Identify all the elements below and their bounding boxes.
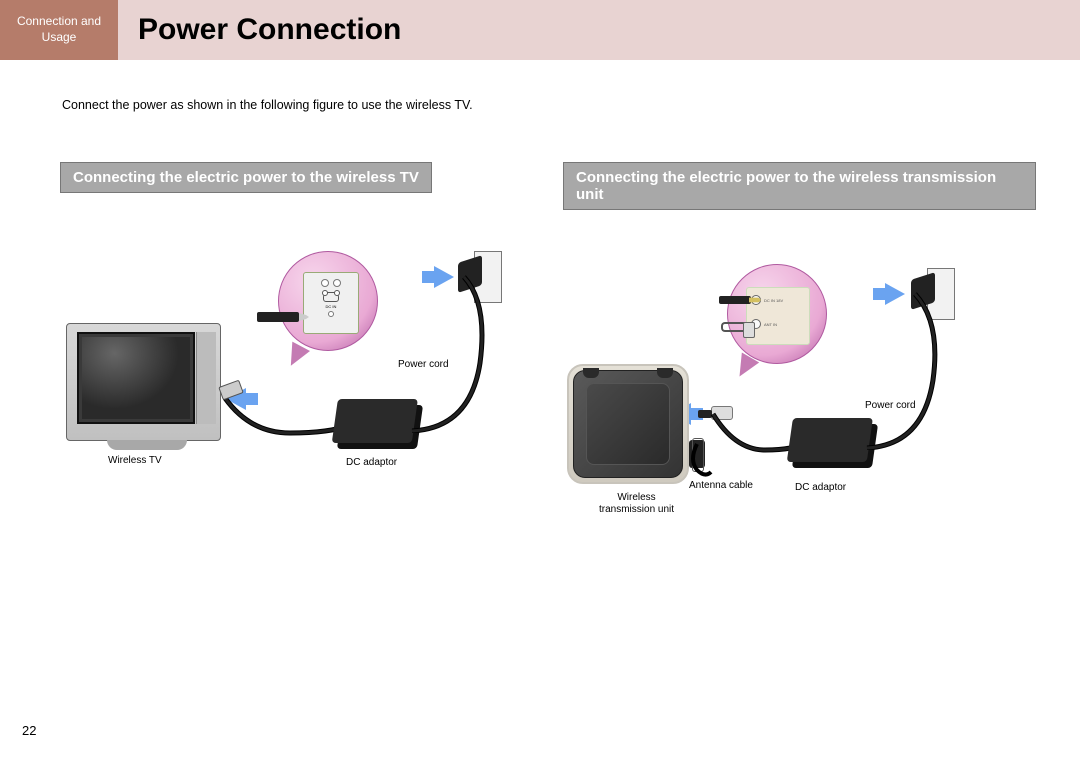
label-antenna: Antenna cable <box>689 480 753 492</box>
unit-coax <box>721 322 747 332</box>
antenna-cable-drop <box>679 442 719 592</box>
unit-port-panel: DC IN 18V ANT IN <box>746 287 810 345</box>
intro-text: Connect the power as shown in the follow… <box>0 60 1080 112</box>
wireless-tv-icon <box>66 323 221 441</box>
zoom-bubble-tv: DC IN <box>278 251 378 351</box>
right-heading: Connecting the electric power to the wir… <box>563 162 1036 210</box>
label-dc-adaptor-2: DC adaptor <box>795 482 846 494</box>
section-tab: Connection and Usage <box>0 0 118 60</box>
label-power-cord-1: Power cord <box>398 359 449 371</box>
bubble-dc-label: DC IN 18V <box>764 298 783 303</box>
cable-power-cord-2 <box>855 280 965 450</box>
section-line2: Usage <box>42 30 77 46</box>
label-wireless-tv: Wireless TV <box>108 455 162 467</box>
tv-port-panel: DC IN <box>303 272 359 334</box>
left-column: Connecting the electric power to the wir… <box>60 162 533 550</box>
label-power-cord-2: Power cord <box>865 400 916 412</box>
label-unit: Wirelesstransmission unit <box>599 492 674 516</box>
diagram-columns: Connecting the electric power to the wir… <box>0 112 1080 550</box>
right-diagram: DC IN 18V ANT IN <box>563 250 1036 550</box>
unit-dc-jack <box>719 296 751 304</box>
section-line1: Connection and <box>17 14 101 30</box>
dcin-label: DC IN <box>304 305 358 309</box>
left-heading: Connecting the electric power to the wir… <box>60 162 432 193</box>
left-diagram: DC IN <box>60 233 533 533</box>
page-title: Power Connection <box>118 0 401 60</box>
dc-jack-icon <box>257 312 299 322</box>
label-dc-adaptor-1: DC adaptor <box>346 457 397 469</box>
bubble-ant-label: ANT IN <box>764 322 777 327</box>
zoom-bubble-unit: DC IN 18V ANT IN <box>727 264 827 364</box>
page-number: 22 <box>22 723 36 738</box>
right-column: Connecting the electric power to the wir… <box>563 162 1036 550</box>
header-bar: Connection and Usage Power Connection <box>0 0 1080 60</box>
cable-power-cord-1 <box>400 263 510 433</box>
